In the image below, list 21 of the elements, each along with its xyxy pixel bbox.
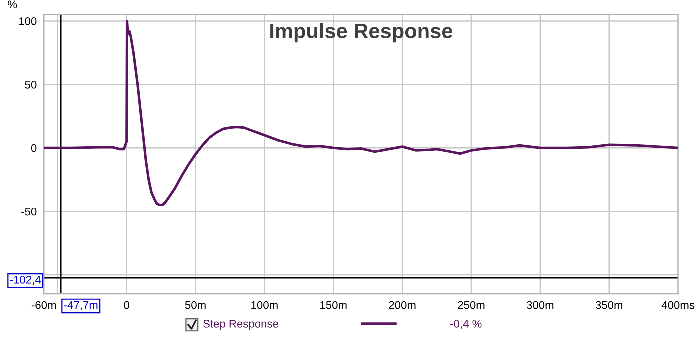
x-tick-label: 50m	[185, 301, 206, 310]
x-tick-label: 150m	[320, 301, 347, 310]
x-tick-label: 0	[124, 301, 130, 310]
y-tick-label: -50	[22, 208, 37, 216]
y-axis-title: %	[8, 0, 18, 8]
text: Step Response	[204, 320, 278, 330]
x-tick-label: 100m	[252, 301, 278, 310]
y-tick-label: 0	[31, 144, 37, 152]
x-tick-label: 250m	[458, 301, 485, 310]
y-tick-label: 100	[19, 17, 37, 26]
text: -0,4 %	[450, 320, 482, 330]
y-tick-label: 50	[25, 80, 37, 89]
x-tick-label: 200m	[389, 301, 416, 310]
x-tick-label: 350m	[596, 301, 623, 310]
ref-line-label: -102,4	[10, 276, 41, 286]
chart-title: Impulse Response	[270, 23, 453, 43]
x-tick-label: 400ms	[662, 301, 695, 310]
line-series	[44, 20, 678, 207]
x-tick-label: 300m	[526, 301, 554, 310]
ref-line-label: -47,7m	[64, 301, 98, 311]
x-tick-label: -60m	[32, 301, 56, 310]
